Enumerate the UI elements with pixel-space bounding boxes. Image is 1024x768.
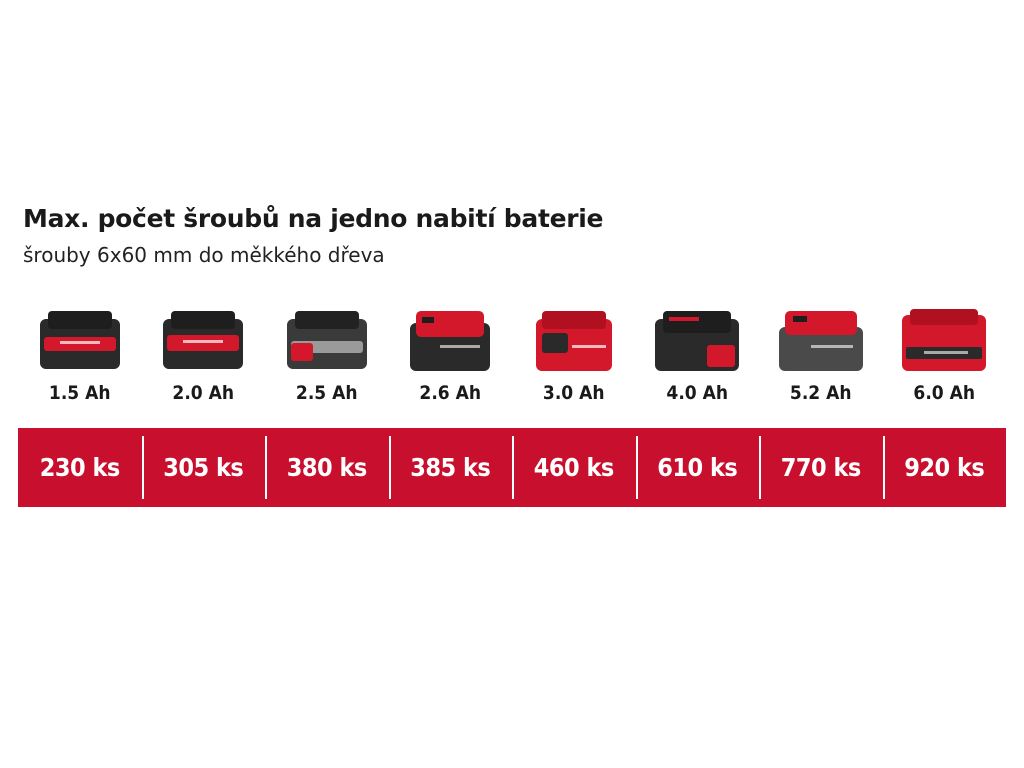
battery-pack-icon bbox=[778, 311, 863, 371]
battery-pack-icon bbox=[655, 311, 740, 371]
battery-item-6: 4.0 Ah bbox=[636, 305, 760, 410]
battery-capacity-label: 5.2 Ah bbox=[789, 382, 852, 404]
screw-count-cell: 305 ks bbox=[141, 428, 266, 507]
screw-count-cell: 770 ks bbox=[759, 428, 883, 507]
battery-capacity-label: 3.0 Ah bbox=[542, 382, 605, 404]
battery-item-2: 2.0 Ah bbox=[142, 305, 266, 410]
battery-pack-icon bbox=[286, 311, 367, 369]
screw-count-strip: 230 ks 305 ks 380 ks 385 ks 460 ks 610 k… bbox=[18, 428, 1006, 507]
battery-capacity-label: 4.0 Ah bbox=[666, 382, 729, 404]
battery-item-3: 2.5 Ah bbox=[265, 305, 389, 410]
battery-item-8: 6.0 Ah bbox=[883, 305, 1007, 410]
battery-pack-icon bbox=[163, 311, 244, 369]
battery-capacity-label: 2.0 Ah bbox=[172, 382, 235, 404]
battery-pack-icon bbox=[535, 311, 612, 371]
battery-item-4: 2.6 Ah bbox=[389, 305, 513, 410]
battery-capacity-label: 2.5 Ah bbox=[295, 382, 358, 404]
screw-count-cell: 380 ks bbox=[265, 428, 389, 507]
battery-row: 1.5 Ah 2.0 Ah 2.5 Ah 2.6 Ah bbox=[18, 305, 1006, 410]
battery-pack-icon bbox=[39, 311, 120, 369]
screw-count-cell: 385 ks bbox=[388, 428, 513, 507]
battery-pack-icon bbox=[902, 309, 987, 371]
battery-pack-icon bbox=[410, 311, 491, 371]
battery-capacity-label: 2.6 Ah bbox=[419, 382, 482, 404]
screw-count-cell: 920 ks bbox=[882, 428, 1007, 507]
battery-item-5: 3.0 Ah bbox=[512, 305, 636, 410]
battery-capacity-label: 6.0 Ah bbox=[913, 382, 976, 404]
screw-count-cell: 230 ks bbox=[39, 453, 121, 482]
battery-item-1: 1.5 Ah bbox=[18, 305, 142, 410]
page-title: Max. počet šroubů na jedno nabití bateri… bbox=[23, 204, 604, 233]
screw-count-cell: 460 ks bbox=[512, 428, 636, 507]
battery-capacity-label: 1.5 Ah bbox=[48, 382, 111, 404]
page-subtitle: šrouby 6x60 mm do měkkého dřeva bbox=[23, 243, 385, 267]
battery-item-7: 5.2 Ah bbox=[759, 305, 883, 410]
screw-count-cell: 610 ks bbox=[635, 428, 760, 507]
